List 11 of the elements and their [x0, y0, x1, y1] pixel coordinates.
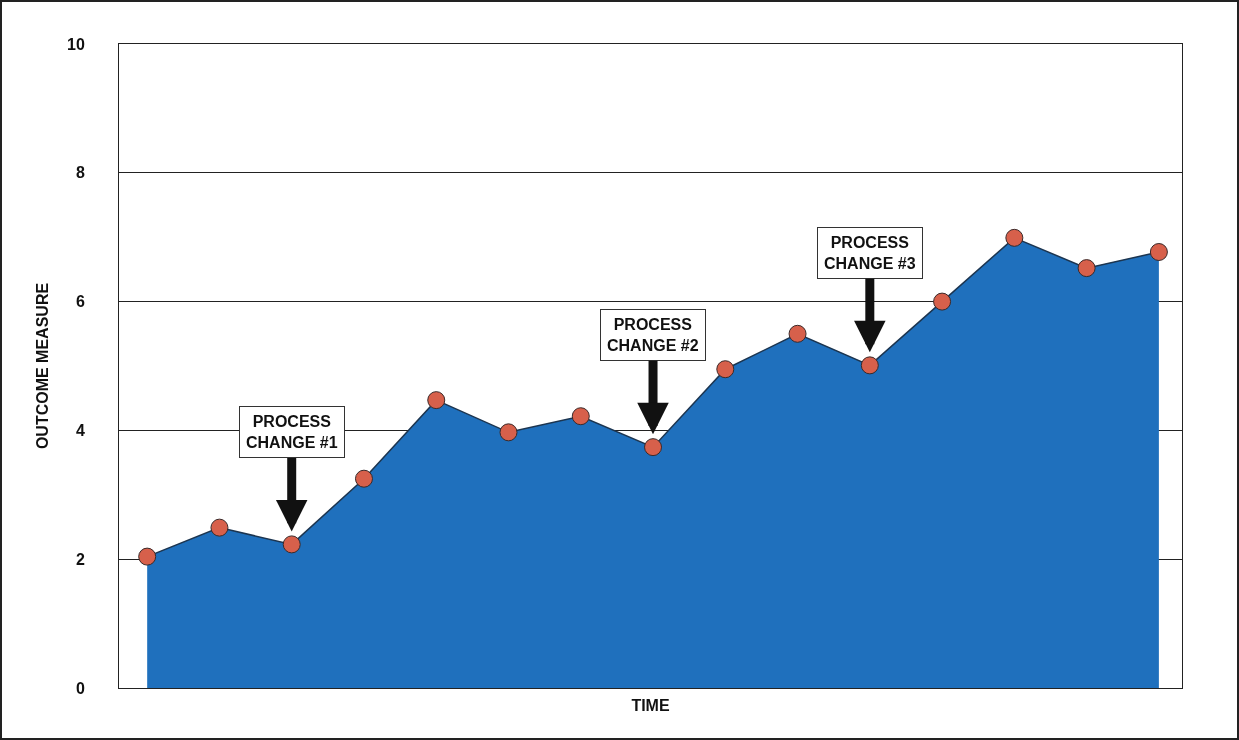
x-axis-title: TIME: [631, 696, 670, 714]
y-tick-label: 4: [75, 422, 85, 439]
y-tick-label: 10: [67, 35, 85, 53]
y-tick-label: 2: [75, 550, 85, 568]
y-tick-label: 0: [75, 679, 85, 697]
y-axis-title: OUTCOME MEASURE: [33, 282, 51, 450]
annotation: PROCESS CHANGE #2: [607, 316, 699, 354]
y-tick-label: 8: [75, 164, 85, 182]
annotation: PROCESS CHANGE #1: [246, 413, 338, 451]
annotation: PROCESS CHANGE #3: [824, 234, 916, 272]
y-tick-label: 6: [75, 293, 85, 311]
